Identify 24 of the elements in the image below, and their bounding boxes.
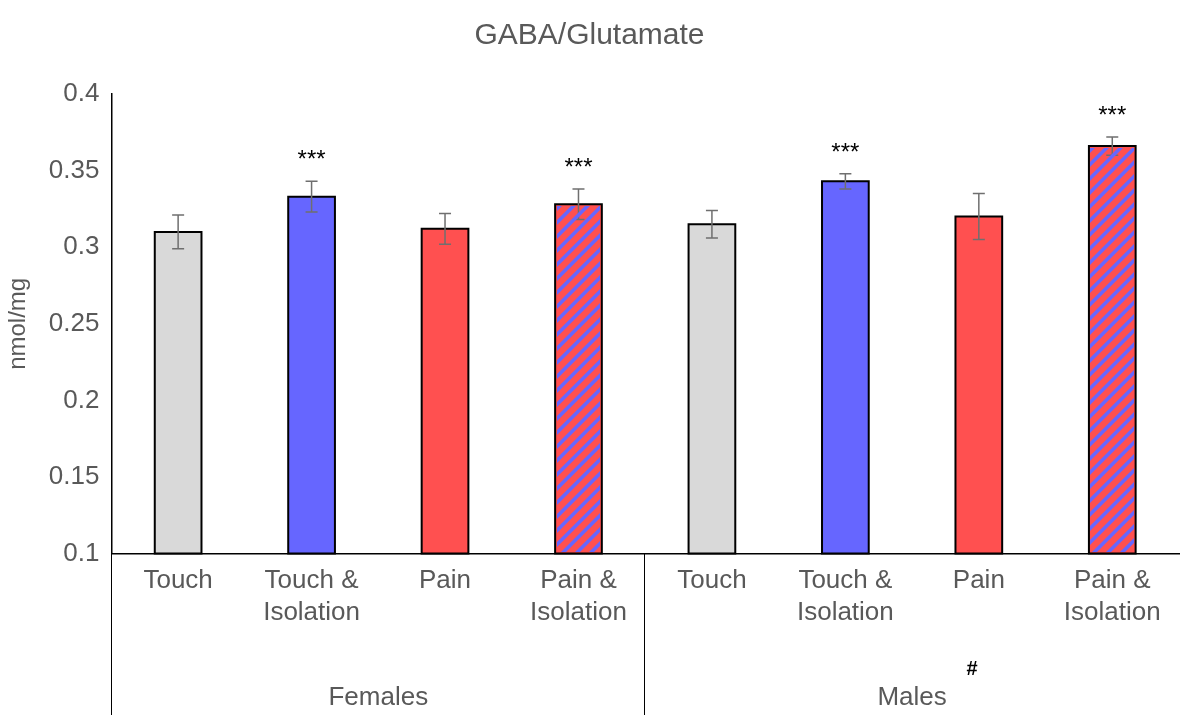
x-tick-label: Pain xyxy=(419,564,472,595)
y-tick-label: 0.4 xyxy=(63,77,100,108)
x-tick-label: Touch xyxy=(143,564,213,595)
x-tick-label: Touch & Isolation xyxy=(263,564,360,626)
chart-title: GABA/Glutamate xyxy=(474,17,705,51)
annotation: *** xyxy=(831,137,860,165)
y-tick-label: 0.2 xyxy=(63,383,100,414)
x-tick-label: Touch & Isolation xyxy=(796,564,894,626)
x-tick-label: Pain & Isolation xyxy=(530,564,627,626)
text: Males xyxy=(877,681,947,711)
y-tick-label: 0.3 xyxy=(63,230,100,261)
y-tick-label: 0.15 xyxy=(48,460,100,491)
x-tick-label: Pain & Isolation xyxy=(1063,564,1161,626)
text: Females xyxy=(328,681,429,711)
x-tick-label: Touch xyxy=(677,564,747,595)
y-tick-label: 0.1 xyxy=(63,536,100,567)
y-axis-title: nmol/mg xyxy=(3,277,31,370)
y-tick-label: 0.25 xyxy=(48,306,100,337)
annotation: *** xyxy=(564,152,593,180)
text: # xyxy=(966,657,978,679)
annotation: *** xyxy=(297,145,326,173)
x-tick-label: Pain xyxy=(952,564,1005,595)
annotation: *** xyxy=(1098,100,1127,128)
y-tick-label: 0.35 xyxy=(48,153,100,184)
